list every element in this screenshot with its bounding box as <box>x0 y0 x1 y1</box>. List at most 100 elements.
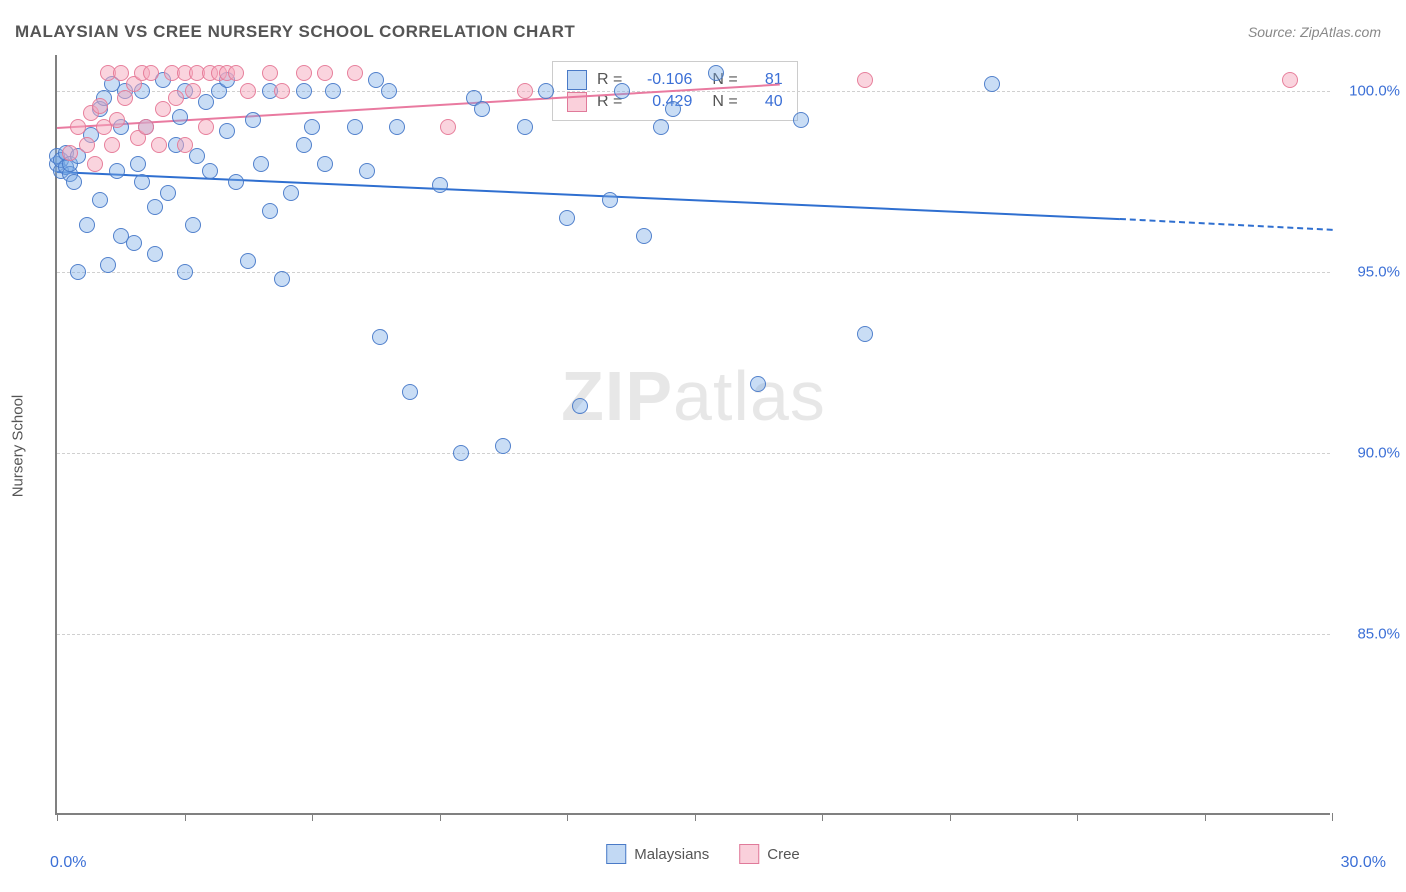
data-point <box>262 203 278 219</box>
legend-swatch <box>606 844 626 864</box>
x-tick <box>312 813 313 821</box>
data-point <box>317 156 333 172</box>
legend-item: Cree <box>739 844 800 864</box>
data-point <box>138 119 154 135</box>
data-point <box>262 65 278 81</box>
gridline <box>57 272 1330 273</box>
x-tick <box>567 813 568 821</box>
x-axis-min-label: 0.0% <box>50 854 86 872</box>
data-point <box>296 83 312 99</box>
data-point <box>92 98 108 114</box>
data-point <box>274 83 290 99</box>
data-point <box>857 72 873 88</box>
data-point <box>126 235 142 251</box>
x-axis-max-label: 30.0% <box>1341 854 1386 872</box>
data-point <box>984 76 1000 92</box>
data-point <box>198 94 214 110</box>
x-tick <box>950 813 951 821</box>
data-point <box>559 210 575 226</box>
data-point <box>389 119 405 135</box>
x-tick <box>695 813 696 821</box>
data-point <box>202 163 218 179</box>
data-point <box>143 65 159 81</box>
data-point <box>185 217 201 233</box>
data-point <box>177 264 193 280</box>
legend-label: Cree <box>767 846 800 863</box>
data-point <box>750 376 766 392</box>
data-point <box>474 101 490 117</box>
data-point <box>708 65 724 81</box>
data-point <box>440 119 456 135</box>
data-point <box>151 137 167 153</box>
data-point <box>602 192 618 208</box>
data-point <box>245 112 261 128</box>
data-point <box>402 384 418 400</box>
y-tick-label: 95.0% <box>1357 264 1400 281</box>
gridline <box>57 453 1330 454</box>
data-point <box>134 174 150 190</box>
y-tick-label: 85.0% <box>1357 626 1400 643</box>
source-label: Source: ZipAtlas.com <box>1248 24 1381 40</box>
data-point <box>325 83 341 99</box>
data-point <box>87 156 103 172</box>
x-tick <box>57 813 58 821</box>
data-point <box>517 119 533 135</box>
data-point <box>296 65 312 81</box>
legend-label: Malaysians <box>634 846 709 863</box>
data-point <box>495 438 511 454</box>
data-point <box>347 65 363 81</box>
data-point <box>240 253 256 269</box>
chart-title: MALAYSIAN VS CREE NURSERY SCHOOL CORRELA… <box>15 22 575 42</box>
data-point <box>130 156 146 172</box>
data-point <box>283 185 299 201</box>
data-point <box>160 185 176 201</box>
data-point <box>240 83 256 99</box>
data-point <box>62 145 78 161</box>
data-point <box>432 177 448 193</box>
data-point <box>572 398 588 414</box>
data-point <box>653 119 669 135</box>
data-point <box>79 137 95 153</box>
data-point <box>228 65 244 81</box>
r-value: 0.429 <box>632 93 692 111</box>
plot-area: ZIPatlas R =-0.106N =81R =0.429N =40 85.… <box>55 55 1330 815</box>
data-point <box>168 90 184 106</box>
data-point <box>857 326 873 342</box>
data-point <box>66 174 82 190</box>
trend-line <box>1119 218 1332 231</box>
data-point <box>614 83 630 99</box>
data-point <box>347 119 363 135</box>
watermark: ZIPatlas <box>561 356 826 436</box>
data-point <box>198 119 214 135</box>
data-point <box>70 119 86 135</box>
data-point <box>109 112 125 128</box>
legend-swatch <box>739 844 759 864</box>
data-point <box>147 246 163 262</box>
data-point <box>304 119 320 135</box>
data-point <box>172 109 188 125</box>
data-point <box>296 137 312 153</box>
data-point <box>793 112 809 128</box>
x-tick <box>1077 813 1078 821</box>
data-point <box>219 123 235 139</box>
x-tick <box>1332 813 1333 821</box>
data-point <box>185 83 201 99</box>
data-point <box>117 90 133 106</box>
data-point <box>79 217 95 233</box>
data-point <box>538 83 554 99</box>
data-point <box>453 445 469 461</box>
n-label: N = <box>712 93 737 111</box>
legend-swatch <box>567 70 587 90</box>
data-point <box>372 329 388 345</box>
y-tick-label: 100.0% <box>1349 83 1400 100</box>
data-point <box>109 163 125 179</box>
data-point <box>1282 72 1298 88</box>
data-point <box>228 174 244 190</box>
data-point <box>189 148 205 164</box>
data-point <box>147 199 163 215</box>
data-point <box>70 264 86 280</box>
x-tick <box>440 813 441 821</box>
x-tick <box>822 813 823 821</box>
data-point <box>636 228 652 244</box>
data-point <box>177 137 193 153</box>
